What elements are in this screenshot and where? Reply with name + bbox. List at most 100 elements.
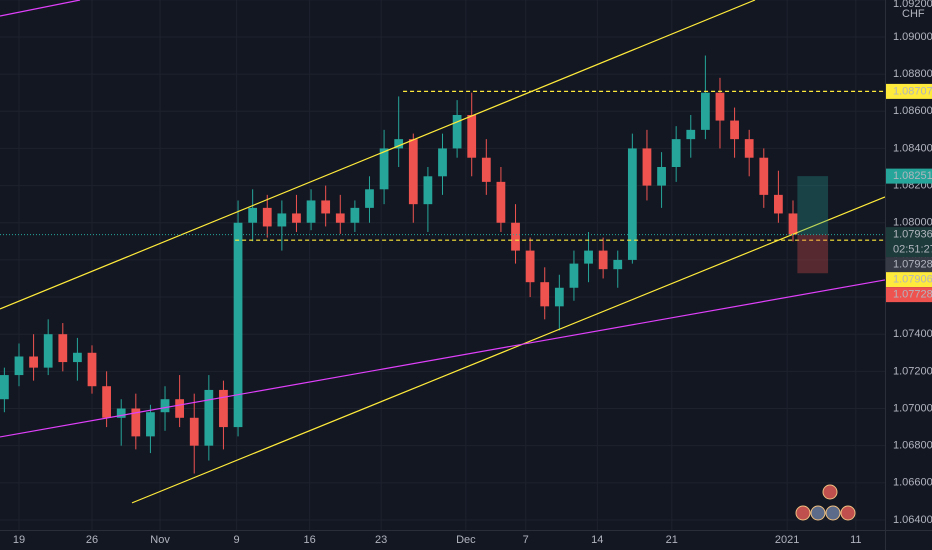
x-tick-label: 7 (523, 534, 529, 546)
currency-label: CHF (902, 8, 925, 20)
candle-body (219, 389, 228, 428)
candle-body (131, 408, 141, 437)
y-tick-label: 1.07200 (893, 365, 932, 377)
candle-body (321, 200, 331, 214)
candle-body (248, 207, 258, 223)
candle-body (730, 120, 739, 140)
candle-body (58, 334, 68, 363)
candle-body (700, 92, 710, 130)
x-tick-label: 14 (591, 534, 603, 546)
y-tick-label: 1.06600 (893, 477, 932, 489)
y-tick-label: 1.09000 (893, 31, 932, 43)
candle-body (774, 194, 783, 214)
y-tick-label: 1.08400 (893, 142, 932, 154)
price-label: 1.08707 (893, 85, 932, 97)
trend-line (0, 0, 81, 17)
y-tick-label: 1.09200 (893, 0, 932, 10)
candle-body (452, 114, 462, 149)
candle-body (394, 139, 404, 149)
price-label: 1.07728 (893, 289, 932, 301)
price-label: 1.07906 (893, 274, 932, 286)
candle-body (438, 148, 447, 177)
x-tick-label: 23 (375, 534, 387, 546)
trend-line (0, 0, 756, 310)
candle-body (525, 250, 535, 283)
price-label-box (886, 168, 932, 184)
event-icon[interactable] (840, 505, 856, 521)
event-icon[interactable] (810, 505, 826, 521)
candle-body (379, 148, 389, 190)
x-tick-label: 11 (850, 534, 861, 546)
candle-body (744, 139, 754, 158)
price-label: 1.07928 (893, 259, 932, 271)
axes: 1.06400 1.06600 1.06800 1.07000 1.07200 1.074… (13, 0, 932, 546)
candle-body (0, 375, 9, 400)
candle-body (554, 287, 564, 307)
candle-body (496, 181, 506, 223)
y-tick-label: 1.07400 (893, 328, 932, 340)
y-tick-label: 1.08800 (893, 68, 932, 80)
x-tick-label: 26 (86, 534, 98, 546)
candle-body (233, 222, 243, 428)
event-icons (795, 484, 856, 521)
y-tick-label: 1.06800 (893, 440, 932, 452)
y-tick-label: 1.08600 (893, 105, 932, 117)
candle-body (569, 263, 579, 288)
candle-body (335, 213, 345, 223)
candle-body (598, 250, 608, 270)
candle-body (788, 213, 798, 235)
price-label: 1.08251 (893, 170, 932, 182)
candle-body (29, 356, 38, 368)
trend-line (131, 196, 886, 504)
countdown: 02:51:27 (893, 244, 932, 256)
candle-body (627, 148, 637, 260)
candle-body (160, 399, 170, 413)
candle-body (277, 213, 287, 227)
x-tick-label: Nov (150, 534, 170, 546)
event-icon[interactable] (825, 505, 841, 521)
candle-body (467, 114, 477, 158)
x-tick-label: 21 (666, 534, 678, 546)
candle-body (511, 222, 520, 251)
x-tick-label: 19 (13, 534, 25, 546)
candle-body (350, 207, 360, 223)
price-label-box (886, 272, 932, 288)
candle-body (146, 412, 155, 437)
y-tick-label: 1.08000 (893, 217, 932, 229)
candle-body (204, 389, 214, 446)
candle-body (102, 386, 111, 418)
candle-body (657, 167, 666, 186)
candle-body (540, 282, 550, 307)
candle-body (73, 352, 82, 363)
trend-line (0, 279, 886, 438)
x-tick-label: 16 (303, 534, 315, 546)
price-label-box (886, 227, 932, 258)
y-tick-label: 1.07000 (893, 402, 932, 414)
candle-body (306, 200, 316, 223)
candle-body (642, 148, 652, 186)
candle-body (292, 213, 301, 223)
candle-body (189, 417, 199, 446)
price-label-box (886, 287, 932, 303)
candle-body (584, 250, 593, 264)
candle-body (715, 92, 725, 121)
plot-area (0, 0, 886, 504)
x-tick-label: 2021 (775, 534, 799, 546)
event-icon[interactable] (822, 484, 838, 500)
candle-body (613, 259, 623, 270)
candle-body (759, 157, 769, 195)
position-stop-zone (797, 234, 829, 274)
candle-body (116, 408, 126, 418)
candle-body (408, 139, 418, 205)
x-tick-label: Dec (456, 534, 476, 546)
candle-body (43, 334, 53, 368)
candle-body (423, 176, 433, 205)
candle-body (175, 399, 185, 418)
candle-body (481, 157, 491, 182)
event-icon[interactable] (795, 505, 811, 521)
candle-body (365, 189, 374, 208)
price-label-box (886, 83, 932, 99)
x-tick-label: 9 (234, 534, 240, 546)
